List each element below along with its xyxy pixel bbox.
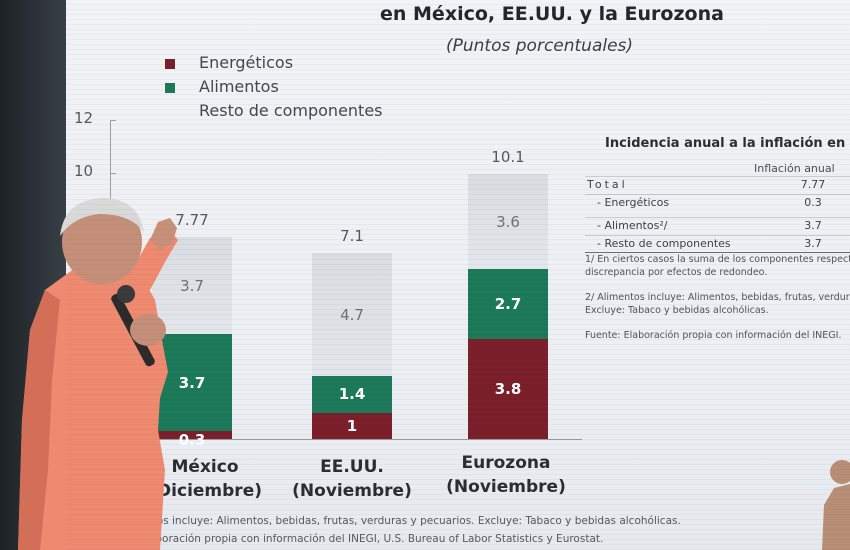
row-label: - Resto de componentes: [597, 237, 731, 250]
table-column-header: Inflación anual: [754, 162, 835, 175]
bar-segment: 3.7: [152, 334, 232, 432]
y-tick-label: 10: [74, 162, 94, 180]
bar-total-label: 10.1: [491, 148, 525, 167]
bar-segment: 4.7: [312, 252, 392, 377]
table-row: - Energéticos 0.3: [585, 194, 850, 211]
legend-swatch: [165, 82, 175, 93]
legend-label: Energéticos: [199, 53, 294, 72]
room-background: [0, 0, 70, 550]
table-row: - Resto de componentes 3.7: [585, 235, 850, 253]
table-note: 2/ Alimentos incluye: Alimentos, bebidas…: [585, 292, 850, 303]
category-label-eurozona: Eurozona (Noviembre): [446, 451, 566, 499]
legend-item-alimentos: Alimentos: [165, 77, 279, 96]
row-label: - Alimentos²/: [597, 219, 668, 232]
chart-source: laboración propia con información del IN…: [146, 533, 604, 545]
y-tick-mark: [110, 173, 116, 174]
legend-swatch: [165, 107, 175, 117]
table-source: Fuente: Elaboración propia con informaci…: [585, 330, 842, 341]
bar-total-label: 7.1: [340, 226, 364, 245]
bar-segment: 1: [312, 412, 392, 439]
bar-value-label: 2.7: [494, 295, 522, 314]
legend-swatch: [165, 58, 175, 69]
bar-segment: 3.8: [468, 339, 548, 439]
bar-segment: 3.6: [468, 174, 548, 269]
bar-value-label: 3.8: [494, 380, 522, 399]
table-note: discrepancia por efectos de redondeo.: [585, 267, 768, 278]
bar-value-label: 0.3: [178, 431, 206, 450]
table-title: Incidencia anual a la inflación en 1Q-I: [605, 136, 850, 151]
bar-value-label: 1.4: [338, 385, 366, 404]
chart-footnote: ntos incluye: Alimentos, bebidas, frutas…: [146, 515, 681, 527]
category-label-mexico: México -Diciembre): [150, 455, 262, 503]
y-tick-mark: [110, 120, 116, 121]
category-period: -Diciembre): [150, 481, 262, 501]
row-value: 7.77: [800, 178, 826, 191]
row-label: Total: [587, 178, 628, 191]
table-note: 1/ En ciertos casos la suma de los compo…: [585, 254, 850, 265]
chart-title: en México, EE.UU. y la Eurozona: [380, 3, 724, 25]
bar-value-label: 4.7: [340, 305, 364, 324]
table-note: Excluye: Tabaco y bebidas alcohólicas.: [585, 305, 769, 316]
category-period: (Noviembre): [446, 477, 566, 497]
bar-value-label: 3.6: [496, 212, 520, 231]
legend-item-energeticos: Energéticos: [165, 53, 293, 72]
chart-subtitle: (Puntos porcentuales): [446, 36, 634, 56]
y-tick-label: 12: [74, 109, 94, 127]
bar-segment: 1.4: [312, 376, 392, 413]
legend-label: Resto de componentes: [199, 101, 383, 120]
category-name: EE.UU.: [320, 457, 384, 477]
row-value: 3.7: [804, 237, 822, 250]
bar-value-label: 1: [346, 416, 358, 435]
table-row: - Alimentos²/ 3.7: [585, 217, 850, 234]
x-axis-baseline: [150, 439, 582, 440]
row-label: - Energéticos: [597, 196, 670, 209]
legend-item-resto: Resto de componentes: [165, 101, 383, 120]
legend-label: Alimentos: [199, 77, 279, 96]
bar-segment: 2.7: [468, 268, 548, 340]
category-name: Eurozona: [461, 453, 551, 473]
y-axis: [110, 120, 111, 440]
bar-total-label: 7.77: [175, 211, 209, 230]
row-value: 3.7: [804, 219, 822, 232]
bar-value-label: 3.7: [178, 373, 206, 392]
row-value: 0.3: [804, 196, 822, 209]
category-label-eeuu: EE.UU. (Noviembre): [292, 455, 412, 503]
bar-value-label: 3.7: [180, 276, 204, 295]
bar-segment: 0.3: [152, 431, 232, 449]
bar-segment: 3.7: [152, 237, 232, 335]
category-period: (Noviembre): [292, 481, 412, 501]
category-name: México: [171, 457, 239, 477]
table-row: Total 7.77: [585, 176, 850, 193]
